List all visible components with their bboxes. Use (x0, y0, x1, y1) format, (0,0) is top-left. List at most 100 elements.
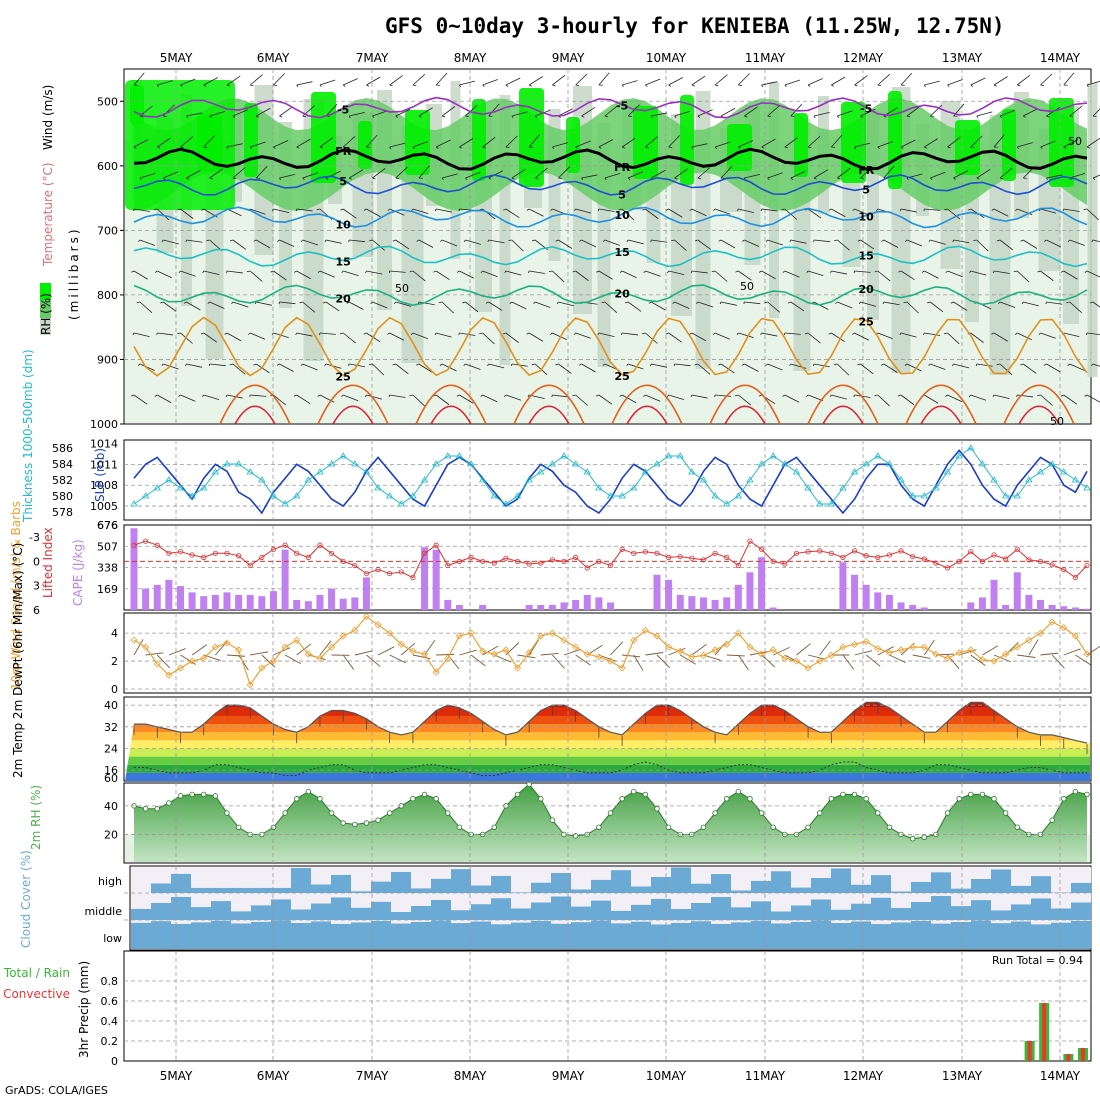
rh2m-point (956, 796, 962, 802)
wind-barb-flag (992, 270, 995, 274)
wind-barb (465, 104, 478, 117)
wind-barb (319, 270, 335, 278)
wind-barb (738, 332, 754, 339)
cloud-axis-label: Cloud Cover (%) (19, 850, 33, 948)
thickness-point (781, 460, 789, 467)
wind-barb (372, 239, 385, 251)
wind-barb (395, 301, 412, 307)
wind-barb-flag (528, 84, 532, 87)
temperature-legend-label: Temperature (°C) (41, 162, 55, 267)
rh-contour-label: 50 (740, 280, 754, 293)
wind-barb-flag (874, 270, 878, 273)
cloud-clear (791, 867, 812, 888)
wind-barb (714, 74, 728, 86)
wind-speed-point (874, 644, 882, 653)
warm-contour-30 (1003, 384, 1075, 425)
lifted-point (398, 569, 404, 575)
wind-barb-flag (1067, 363, 1071, 366)
rh2m-point (340, 820, 346, 826)
wind-barb (203, 77, 219, 86)
cloud-block (871, 875, 892, 893)
cloud-clear (711, 893, 732, 897)
wind-barb-flag (348, 115, 351, 119)
wind-speed-point (711, 646, 719, 654)
cloud-block (651, 898, 672, 920)
rh2m-point (712, 810, 718, 816)
wind-barb-flag (874, 394, 878, 397)
temp-line (134, 701, 1088, 744)
wind-barb-flag (224, 332, 228, 335)
precip-conv-legend: Convective (3, 987, 70, 1001)
wind-barb-flag (945, 394, 948, 397)
precip-grid (124, 951, 1091, 1061)
cloud-clear (891, 893, 912, 908)
thickness-point (304, 476, 313, 483)
cloud-clear (711, 920, 732, 924)
cloud-block (191, 907, 212, 920)
cloud-label-high: high (98, 875, 122, 888)
wind-barb-flag (503, 394, 507, 398)
cape-bar (734, 584, 742, 610)
wind-barb-flag (572, 270, 576, 273)
thickness-point (653, 460, 661, 467)
wind-barb-flag (229, 363, 234, 366)
wind-barb-flag (673, 363, 675, 367)
wind-barb (133, 332, 150, 337)
cloud-clear (191, 920, 212, 923)
lifted-point (817, 548, 823, 554)
lifted-point (805, 549, 811, 555)
cloud-block (591, 900, 612, 920)
lifted-point (863, 553, 869, 559)
wind-barb (767, 105, 780, 117)
wind-barb (139, 301, 153, 314)
thickness-point (362, 468, 371, 475)
lifted-point (758, 546, 765, 552)
wind-barb (552, 142, 568, 148)
thickness-point (1025, 476, 1033, 483)
wind-barb-flag (877, 84, 882, 87)
contour-label: FR (858, 164, 875, 177)
wind-barb-flag (296, 146, 300, 149)
wind-barb-flag (410, 332, 414, 335)
cloud-block (151, 902, 172, 920)
cape-bar (862, 584, 870, 610)
cloud-clear (1031, 920, 1052, 925)
temp-band (125, 772, 1090, 781)
cloud-grid (124, 866, 1091, 950)
wind-barb-flag (903, 301, 908, 303)
wind-speed-point (885, 649, 893, 657)
wind-barb (999, 109, 1016, 117)
cloud-block (751, 880, 772, 893)
wind-barb (343, 78, 358, 86)
wind-barb-flag (409, 394, 414, 397)
thickness-tick-label: 584 (52, 458, 73, 471)
wind-barb (255, 166, 268, 179)
wind-barb (1086, 394, 1100, 403)
wind-barb (163, 239, 179, 245)
rh-band-bright (888, 91, 902, 189)
contour-label: -5 (860, 103, 872, 116)
wind-barb (163, 171, 179, 179)
wind-barb-10m (284, 654, 302, 665)
wind-barb-flag (944, 332, 948, 335)
wind-barb (947, 394, 963, 403)
cloud-clear (231, 893, 252, 912)
wind-barb-flag (944, 208, 948, 211)
wind-barb-flag (627, 177, 631, 180)
wind-speed-point (1013, 643, 1021, 651)
thickness-point (967, 444, 975, 451)
wind-barb-flag (604, 115, 609, 118)
cape-bar (165, 579, 173, 610)
wind-barb (232, 363, 246, 375)
wind-speed-point (1083, 650, 1091, 658)
cape-bar (281, 549, 289, 610)
wind-barb (180, 78, 196, 86)
wind-barb-flag (714, 84, 719, 87)
cloud-clear (831, 920, 852, 923)
slp-line (133, 449, 1088, 515)
wind-speed-point (362, 612, 371, 620)
cloud-clear (171, 920, 192, 924)
thickness-point (211, 468, 220, 475)
wind-barb-flag (372, 177, 376, 180)
